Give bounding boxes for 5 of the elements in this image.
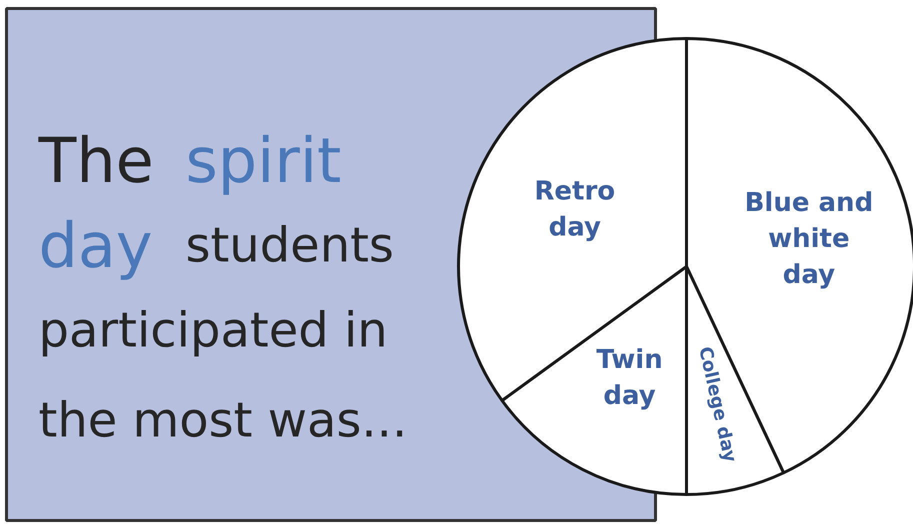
text: The spirit day students participated in the most was... [38, 124, 408, 448]
slice-label: College day [694, 344, 740, 464]
slice-label: Twin day [596, 345, 663, 412]
slice-label: Retro day [534, 176, 616, 243]
slice-label: Blue and white day [744, 188, 874, 290]
